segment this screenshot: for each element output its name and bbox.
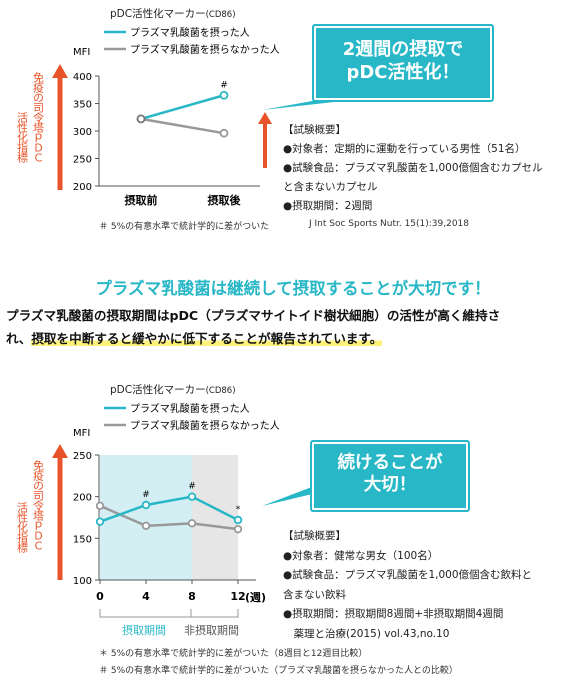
side-label-1-sub: 活性化指標 — [16, 112, 29, 164]
top-callout-line1: 2週間の摂取で — [342, 39, 464, 60]
chart2-y-tick-label: 150 — [73, 534, 92, 545]
chart2-y-tick-label: 250 — [73, 451, 92, 462]
chart1-ylabel: MFI — [73, 47, 90, 58]
chart2-point — [141, 521, 151, 531]
bottom-summary: 【試験概要】 ●対象者：健常な男女（100名） ●試験食品：プラズマ乳酸菌を1,… — [283, 527, 532, 644]
chart2-x-tick-label: 0 — [96, 590, 104, 603]
top-callout-line2: pDC活性化！ — [346, 61, 460, 83]
chart2-ylabel: MFI — [73, 428, 90, 439]
side-arrow-2-head — [52, 444, 68, 458]
chart1-y-tick-label: 250 — [73, 155, 92, 166]
chart1-x-tick-label: 摂取前 — [125, 193, 158, 207]
top-footnote: ＃ 5%の有意水準で統計学的に差がついた — [99, 222, 270, 232]
bottom-callout-line2: 大切！ — [363, 474, 417, 495]
chart2-point — [233, 515, 243, 525]
top-callout: 2週間の摂取で pDC活性化！ — [312, 24, 494, 102]
top-summary-food-cont: と含まないカプセル — [283, 181, 378, 193]
chart1-title: pDC活性化マーカー(CD86) — [110, 7, 236, 20]
bottom-footnote-2: ＃ 5%の有意水準で統計学的に差がついた（プラズマ乳酸菌を摂らなかった人との比較… — [99, 666, 458, 676]
period-bracket-not-taking — [190, 609, 239, 618]
chart1-point — [219, 90, 229, 100]
period-bracket-taking — [99, 609, 192, 618]
chart2-x-tick-label: 12 — [230, 590, 245, 603]
chart2-x-unit: (週) — [245, 590, 266, 604]
chart1-series-line-1 — [140, 117, 225, 135]
side-label-1-main: 免疫の司令塔ｐＤＣ — [32, 71, 45, 162]
side-label-2-sub: 活性化指標 — [16, 502, 29, 554]
middle-body-line1: プラズマ乳酸菌の摂取期間はpDC（プラズマサイトイド樹状細胞）の活性が高く維持さ — [6, 308, 501, 323]
top-summary-food: ●試験食品：プラズマ乳酸菌を1,000億個含むカプセル — [283, 162, 543, 174]
chart1-y-tick-label: 300 — [73, 127, 92, 138]
chart2-y-tick-label: 100 — [73, 576, 92, 587]
middle-body-line2: れ、摂取を中断すると緩やかに低下することが報告されています。 — [6, 331, 383, 346]
legend2-taken-label: プラズマ乳酸菌を摂った人 — [130, 402, 250, 415]
legend1-not-taken-label: プラズマ乳酸菌を摂らなかった人 — [130, 43, 280, 56]
chart2-point — [187, 519, 197, 528]
bottom-summary-heading: 【試験概要】 — [283, 530, 346, 542]
bottom-summary-citation: 薬理と治療(2015) vol.43,no.10 — [283, 627, 450, 640]
top-summary-heading: 【試験概要】 — [283, 124, 346, 136]
top-summary: 【試験概要】 ●対象者：定期的に運動を行っている男性（51名） ●試験食品：プラ… — [283, 121, 543, 216]
bottom-footnote-1: ＊ 5%の有意水準で統計学的に差がついた（8週目と12週目比較） — [99, 649, 368, 659]
chart2-point — [233, 524, 243, 534]
top-citation: J Int Soc Sports Nutr. 15(1):39,2018 — [309, 219, 470, 229]
legend1-taken-label: プラズマ乳酸菌を摂った人 — [130, 26, 250, 39]
middle-highlight: 摂取を中断すると緩やかに低下することが報告されています。 — [31, 331, 383, 346]
period-label-taking: 摂取期間 — [122, 623, 166, 637]
side-arrow-1-head — [52, 64, 68, 78]
chart2-x-tick-label: 4 — [142, 590, 150, 603]
chart2-title: pDC活性化マーカー(CD86) — [110, 383, 236, 396]
bottom-callout-line1: 続けることが — [337, 453, 443, 473]
chart1-y-tick-label: 400 — [73, 72, 92, 83]
chart2-point — [187, 492, 197, 501]
increase-arrow-head — [258, 112, 272, 124]
chart2-x-tick-label: 8 — [188, 590, 196, 603]
chart2-annotation: # — [142, 490, 150, 500]
side-label-2-main: 免疫の司令塔ｐＤＣ — [32, 459, 45, 550]
top-summary-period: ●摂取期間：2週間 — [283, 200, 373, 212]
legend2-not-taken-label: プラズマ乳酸菌を摂らなかった人 — [130, 419, 280, 432]
top-callout-pointer — [262, 100, 334, 110]
chart1-y-tick-label: 200 — [73, 182, 92, 193]
chart1-x-tick-label: 摂取後 — [208, 193, 242, 207]
chart2-series-line-1 — [99, 504, 239, 531]
chart1-series-line-0 — [140, 94, 225, 121]
middle-body: プラズマ乳酸菌の摂取期間はpDC（プラズマサイトイド樹状細胞）の活性が高く維持さ… — [6, 304, 582, 350]
bottom-callout: 続けることが 大切！ — [310, 440, 470, 512]
middle-headline: プラズマ乳酸菌は継続して摂取することが大切です！ — [95, 279, 491, 298]
top-summary-subjects: ●対象者：定期的に運動を行っている男性（51名） — [283, 143, 526, 155]
chart2-point — [141, 500, 151, 510]
chart1-y-tick-label: 350 — [73, 100, 92, 111]
bottom-summary-subjects: ●対象者：健常な男女（100名） — [283, 549, 439, 562]
chart1-annotation: # — [220, 80, 228, 90]
chart2-y-tick-label: 200 — [73, 493, 92, 504]
chart2-point — [95, 517, 105, 526]
chart2-point — [95, 501, 105, 511]
chart2-annotation: # — [188, 482, 196, 492]
chart1-point — [136, 114, 146, 124]
bottom-summary-food: ●試験食品：プラズマ乳酸菌を1,000億個含む飲料と — [283, 569, 533, 581]
chart1-point — [219, 128, 229, 138]
chart2-annotation: * — [236, 505, 241, 515]
bottom-summary-food-cont: 含まない飲料 — [283, 588, 346, 601]
chart2-series-line-0 — [99, 495, 239, 523]
bottom-summary-period: ●摂取期間：摂取期間8週間+非摂取期間4週間 — [283, 608, 504, 620]
chart2-period-band-0 — [100, 455, 192, 580]
period-label-not-taking: 非摂取期間 — [184, 623, 239, 637]
top-line-chart: pDC活性化マーカー(CD86) プラズマ乳酸菌を摂った人 プラズマ乳酸菌を摂ら… — [16, 7, 280, 207]
